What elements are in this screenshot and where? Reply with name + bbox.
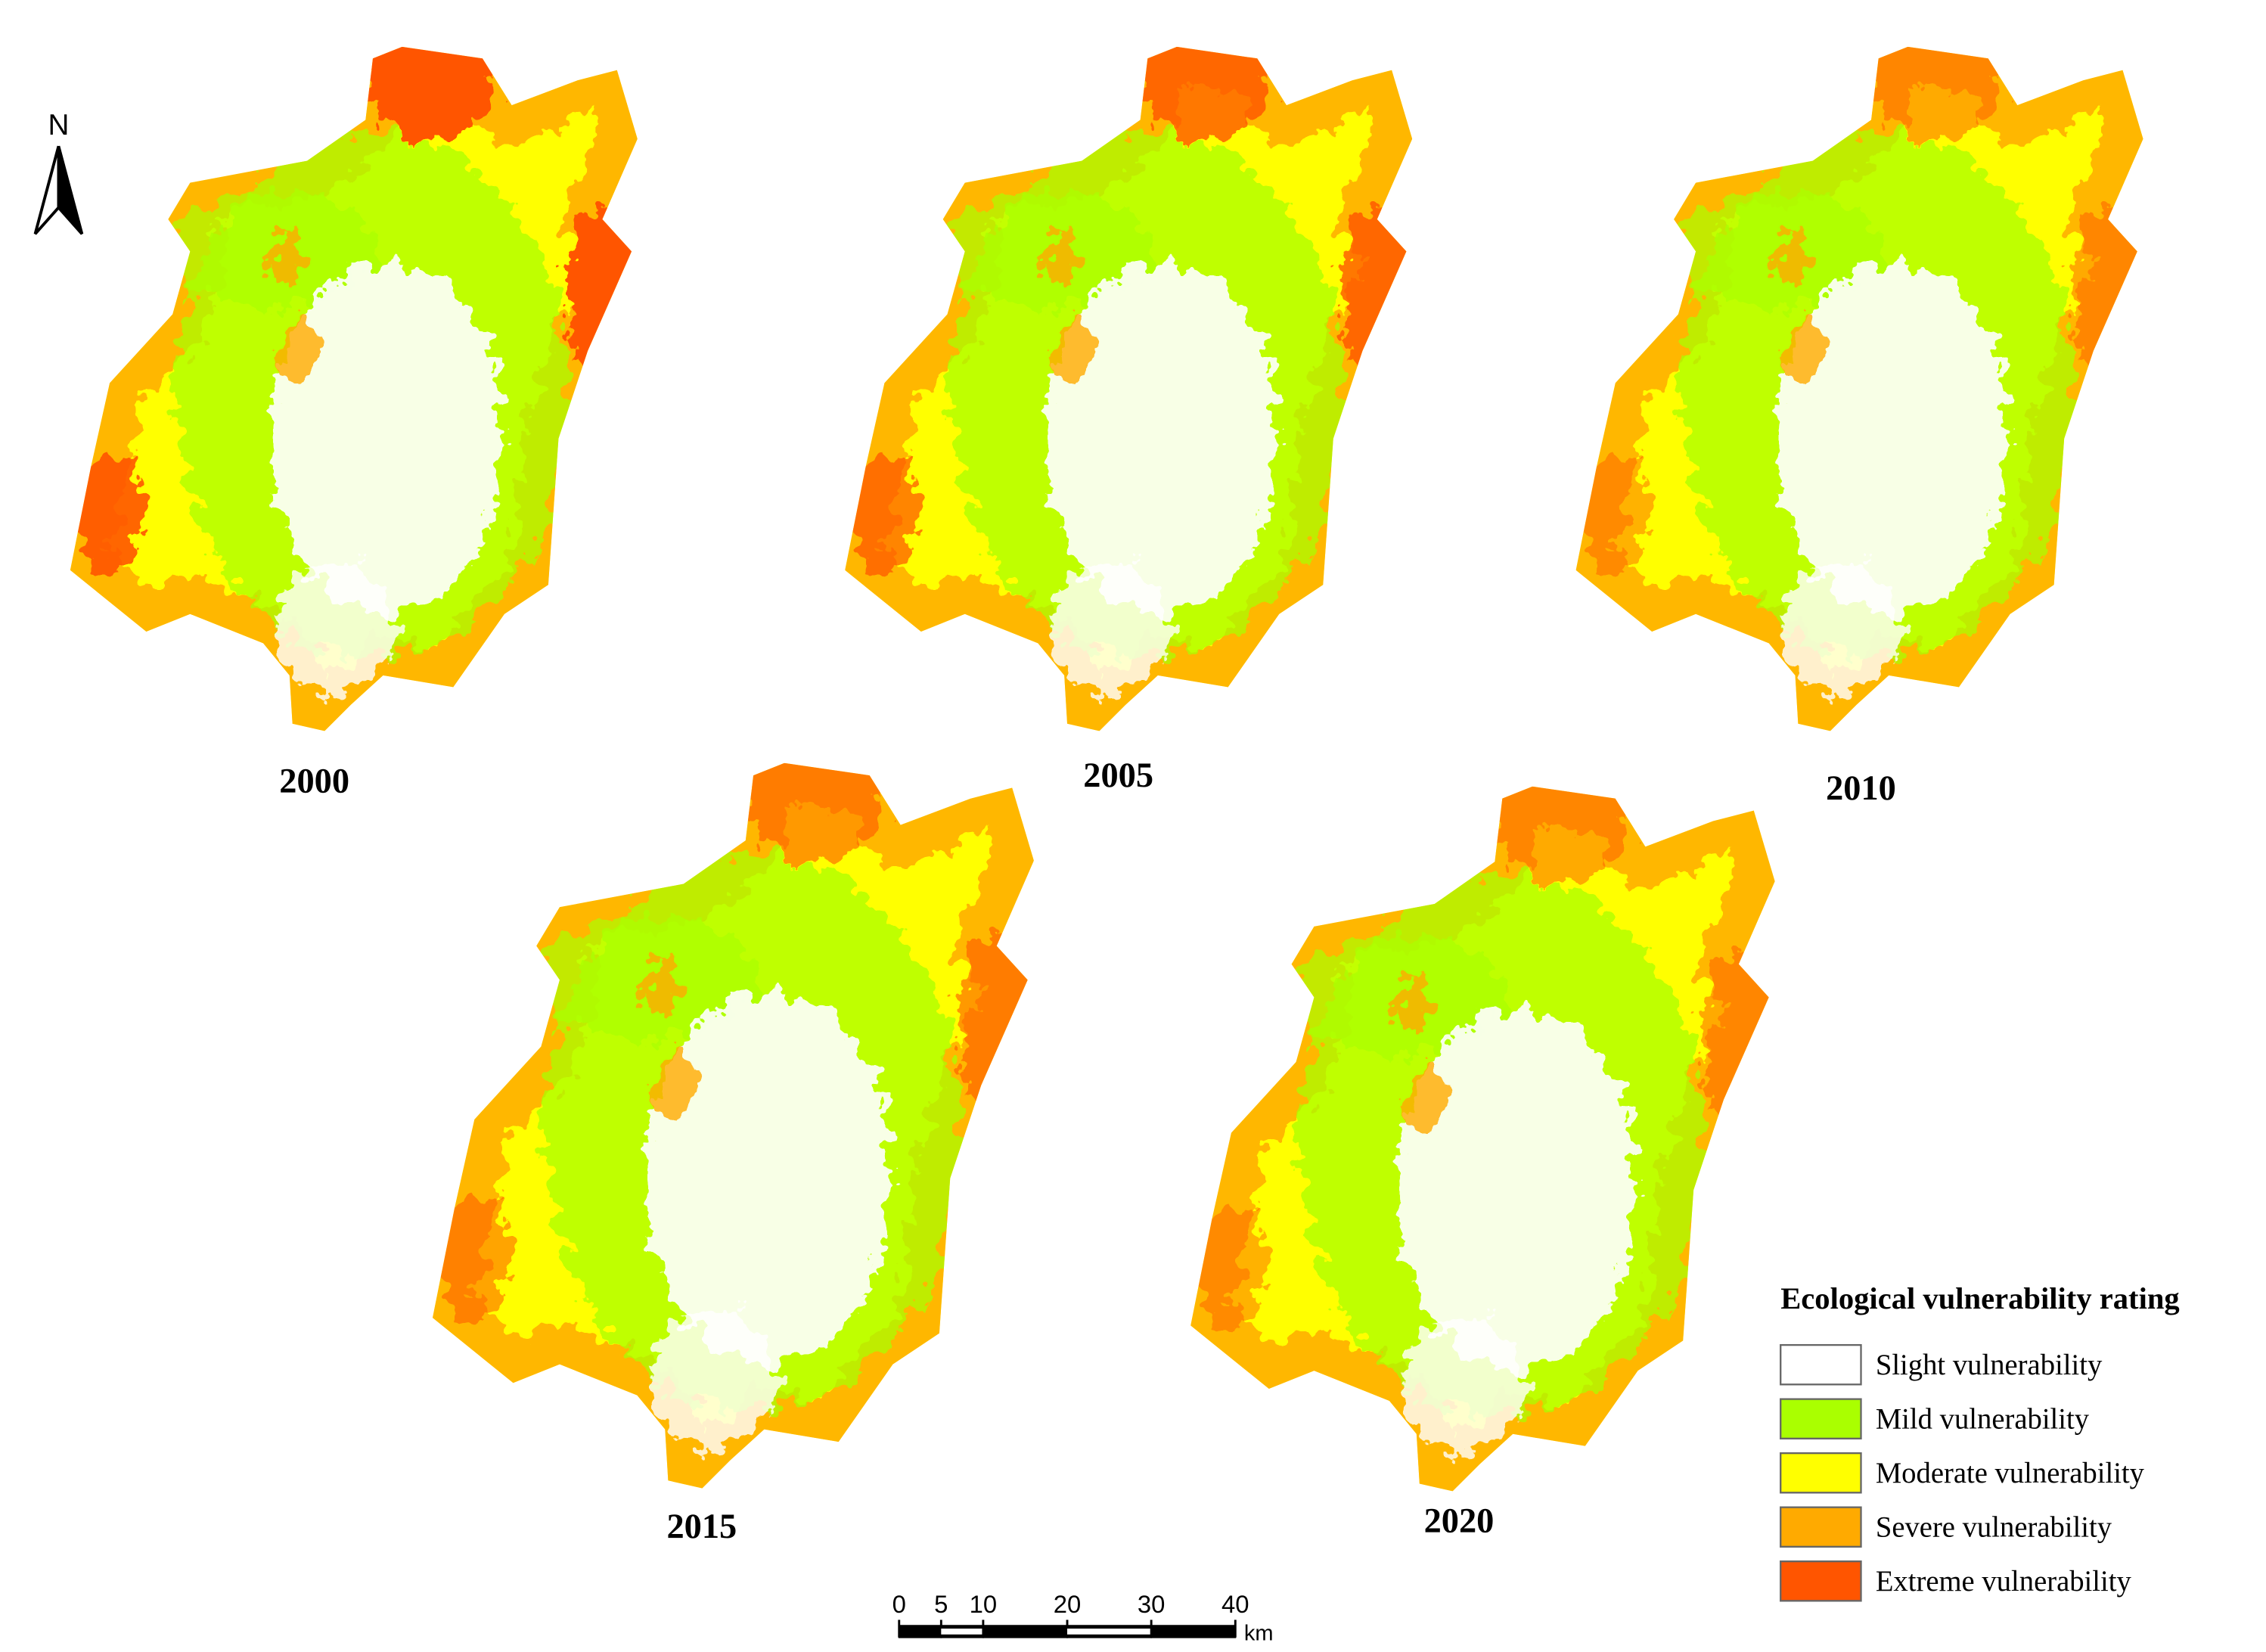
slight-zone [1776,262,2010,614]
map-panel [845,46,1413,731]
severe-spot [1051,321,1098,380]
map-fill [1190,786,1775,1492]
legend-swatch [1780,1398,1862,1439]
slight-zone [652,1309,777,1450]
scale-label: 20 [1054,1590,1082,1618]
severe-spot [1782,321,1829,380]
severe-spot [641,959,679,1010]
extreme-zone [745,762,886,861]
texture [70,46,638,731]
legend-swatch [1780,1506,1862,1548]
severe-spot [650,1054,701,1116]
scale-label: 40 [1221,1590,1249,1618]
texture [432,762,1034,1489]
extreme-zone [1140,46,1272,139]
map-fill [845,46,1413,731]
slight-zone [1396,1009,1638,1371]
texture [845,46,1413,731]
extreme-zone [1342,204,1407,380]
extreme-zone [1194,1205,1269,1326]
legend-label: Mild vulnerability [1876,1403,2090,1435]
legend-label: Slight vulnerability [1876,1349,2103,1381]
slight-zone [278,563,395,695]
slight-zone [1052,563,1170,695]
scale-label: 10 [970,1590,998,1618]
north-label: N [48,109,69,141]
slight-zone [1045,262,1280,614]
slight-zone [270,262,504,614]
panel-year: 2020 [1424,1502,1495,1541]
legend-title: Ecological vulnerability rating [1780,1281,2180,1315]
panel-year: 2000 [279,762,349,801]
severe-spot [276,321,324,380]
extreme-zone [1495,786,1631,882]
legend-swatch [1780,1343,1862,1386]
scale-bar: 0 5 10 20 30 40 km [892,1590,1274,1646]
scale-segment-white [1067,1629,1152,1635]
extreme-zone [73,453,147,570]
slight-zone [644,992,893,1365]
scale-segment [898,1625,942,1638]
panel-year: 2015 [666,1508,737,1546]
slight-zone [1404,1318,1526,1454]
north-arrow-right [57,145,84,235]
map-fill [70,46,638,731]
texture [1190,786,1775,1492]
legend-label: Severe vulnerability [1876,1511,2112,1543]
legend-label: Moderate vulnerability [1876,1458,2145,1489]
map-fill [1575,46,2143,731]
map-fill [432,762,1034,1489]
texture [1575,46,2143,731]
severe-spot [1402,1069,1451,1130]
scale-segment-white [941,1629,983,1635]
severe-spot [1042,232,1078,280]
extreme-zone [848,453,921,570]
scale-unit: km [1244,1622,1274,1646]
map-panel [70,46,638,731]
extreme-zone [436,1194,514,1318]
extreme-zone [959,930,1028,1116]
extreme-zone [1578,453,1653,570]
north-arrow-left [33,145,61,235]
extreme-zone [2072,204,2137,380]
panel-year: 2005 [1083,756,1153,795]
legend-label: Extreme vulnerability [1876,1566,2132,1598]
legend-swatch [1780,1452,1862,1494]
severe-spot [1773,232,1808,280]
scale-label: 0 [892,1590,906,1618]
map-panel [432,762,1034,1489]
scale-label: 5 [934,1590,948,1618]
scale-segment [982,1625,1068,1638]
extreme-zone [567,204,632,380]
panel-year: 2010 [1826,769,1896,808]
legend: Ecological vulnerability rating Slight v… [1780,1281,2180,1602]
map-panel [1575,46,2143,731]
scale-label: 30 [1138,1590,1166,1618]
map-panel [1190,786,1775,1492]
severe-spot [1393,977,1430,1026]
extreme-zone [1703,949,1769,1130]
scale-segment [1150,1625,1237,1638]
slight-zone [1783,563,1901,695]
extreme-zone [1871,46,2003,139]
legend-swatch [1780,1560,1862,1602]
severe-spot [267,232,303,280]
extreme-zone [365,46,498,139]
